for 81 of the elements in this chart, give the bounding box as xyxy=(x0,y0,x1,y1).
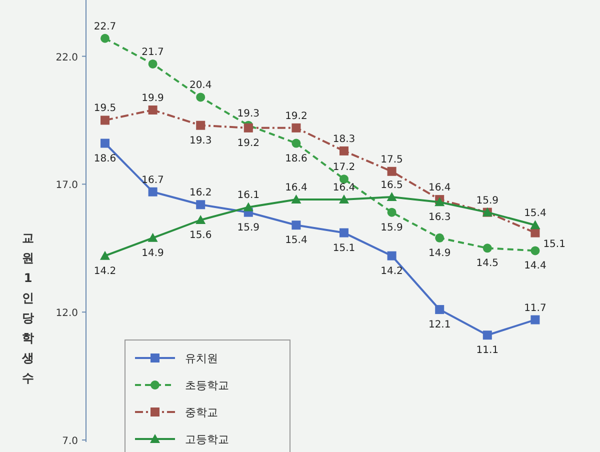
point xyxy=(435,233,444,242)
data-label: 14.2 xyxy=(94,266,116,277)
data-label: 14.5 xyxy=(476,258,499,270)
y-tick-label: 22.0 xyxy=(56,52,78,64)
point xyxy=(148,59,158,68)
point xyxy=(292,138,301,148)
point xyxy=(291,194,302,204)
data-label: 18.3 xyxy=(332,134,356,145)
data-label: 17.2 xyxy=(332,162,356,174)
point xyxy=(482,244,492,253)
data-label: 17.5 xyxy=(380,154,403,166)
data-label: 16.5 xyxy=(380,180,403,191)
point xyxy=(339,194,349,204)
data-label: 19.3 xyxy=(237,108,260,120)
point xyxy=(100,116,110,125)
data-label: 15.9 xyxy=(476,195,499,206)
data-label: 15.9 xyxy=(237,222,260,234)
data-label: 11.1 xyxy=(476,345,499,356)
point xyxy=(530,246,540,256)
data-label: 14.9 xyxy=(142,248,164,259)
data-label: 15.1 xyxy=(332,242,356,254)
point xyxy=(196,92,206,102)
point xyxy=(386,192,397,201)
point xyxy=(244,123,253,132)
y-tick-label: 7.0 xyxy=(62,436,78,447)
data-label: 15.4 xyxy=(524,208,546,220)
point xyxy=(530,220,540,230)
legend-label: 고등학교 xyxy=(185,433,229,446)
data-label: 18.6 xyxy=(94,153,116,164)
point xyxy=(340,228,348,238)
legend-label: 유치원 xyxy=(185,352,218,365)
data-label: 15.9 xyxy=(380,222,403,234)
point xyxy=(292,220,301,230)
point xyxy=(530,228,540,238)
data-label: 16.4 xyxy=(332,182,356,194)
data-label: 16.4 xyxy=(285,182,308,194)
data-label: 12.1 xyxy=(428,320,451,331)
data-label: 15.6 xyxy=(189,230,212,241)
data-label: 16.7 xyxy=(142,174,164,186)
point xyxy=(100,34,110,43)
data-label: 19.9 xyxy=(142,93,164,104)
point xyxy=(530,315,540,324)
y-axis-title: 교원1인당학생수 xyxy=(21,231,34,385)
y-tick-label: 12.0 xyxy=(56,308,78,320)
data-label: 15.1 xyxy=(543,238,566,250)
legend-label: 초등학교 xyxy=(185,379,229,392)
point xyxy=(482,330,492,340)
data-label: 19.2 xyxy=(285,110,308,122)
data-label: 19.2 xyxy=(237,138,260,149)
data-label: 20.4 xyxy=(189,80,212,92)
point xyxy=(340,146,348,156)
data-label: 15.4 xyxy=(285,235,308,246)
data-label: 18.6 xyxy=(285,153,308,164)
point xyxy=(148,106,158,114)
point xyxy=(196,120,206,130)
point xyxy=(148,232,158,242)
point xyxy=(196,200,206,210)
data-label: 21.7 xyxy=(142,46,164,58)
data-label: 19.5 xyxy=(94,103,116,114)
data-label: 16.4 xyxy=(428,182,451,194)
point xyxy=(435,305,444,314)
data-label: 22.7 xyxy=(94,21,116,32)
point xyxy=(148,187,158,196)
point xyxy=(196,215,206,224)
point xyxy=(100,250,110,260)
point xyxy=(387,251,396,260)
point xyxy=(387,208,396,217)
data-label: 16.2 xyxy=(189,188,212,199)
point xyxy=(243,202,254,212)
point xyxy=(387,166,396,176)
y-tick-label: 17.0 xyxy=(56,180,78,192)
point xyxy=(100,138,110,148)
data-label: 14.2 xyxy=(380,266,403,277)
data-label: 14.9 xyxy=(428,248,451,259)
point xyxy=(292,123,301,132)
legend-label: 중학교 xyxy=(185,406,218,419)
data-label: 14.4 xyxy=(524,260,546,272)
data-label: 19.3 xyxy=(189,135,212,146)
data-label: 16.3 xyxy=(428,212,451,224)
data-label: 16.1 xyxy=(237,190,260,202)
data-label: 11.7 xyxy=(524,302,546,314)
